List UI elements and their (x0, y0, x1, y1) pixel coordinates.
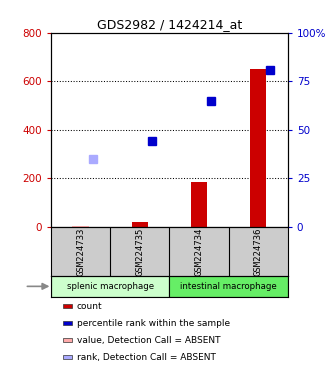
Bar (51, 276, 170, 297)
Text: rank, Detection Call = ABSENT: rank, Detection Call = ABSENT (77, 353, 216, 362)
Bar (73, 225, 89, 227)
Text: percentile rank within the sample: percentile rank within the sample (77, 319, 230, 328)
Bar (250, 69, 266, 227)
Text: intestinal macrophage: intestinal macrophage (180, 282, 277, 291)
Bar (63, 304, 72, 308)
Title: GDS2982 / 1424214_at: GDS2982 / 1424214_at (97, 18, 242, 31)
Text: GSM224735: GSM224735 (135, 227, 145, 275)
Bar (63, 355, 72, 359)
Bar (170, 276, 288, 297)
Text: GSM224734: GSM224734 (194, 227, 204, 275)
Text: value, Detection Call = ABSENT: value, Detection Call = ABSENT (77, 336, 220, 345)
Bar (132, 222, 148, 227)
Bar (63, 321, 72, 325)
Bar (191, 182, 207, 227)
Text: splenic macrophage: splenic macrophage (67, 282, 154, 291)
Text: count: count (77, 301, 102, 311)
Bar (63, 338, 72, 343)
Text: GSM224736: GSM224736 (254, 227, 263, 275)
Text: GSM224733: GSM224733 (76, 227, 85, 275)
